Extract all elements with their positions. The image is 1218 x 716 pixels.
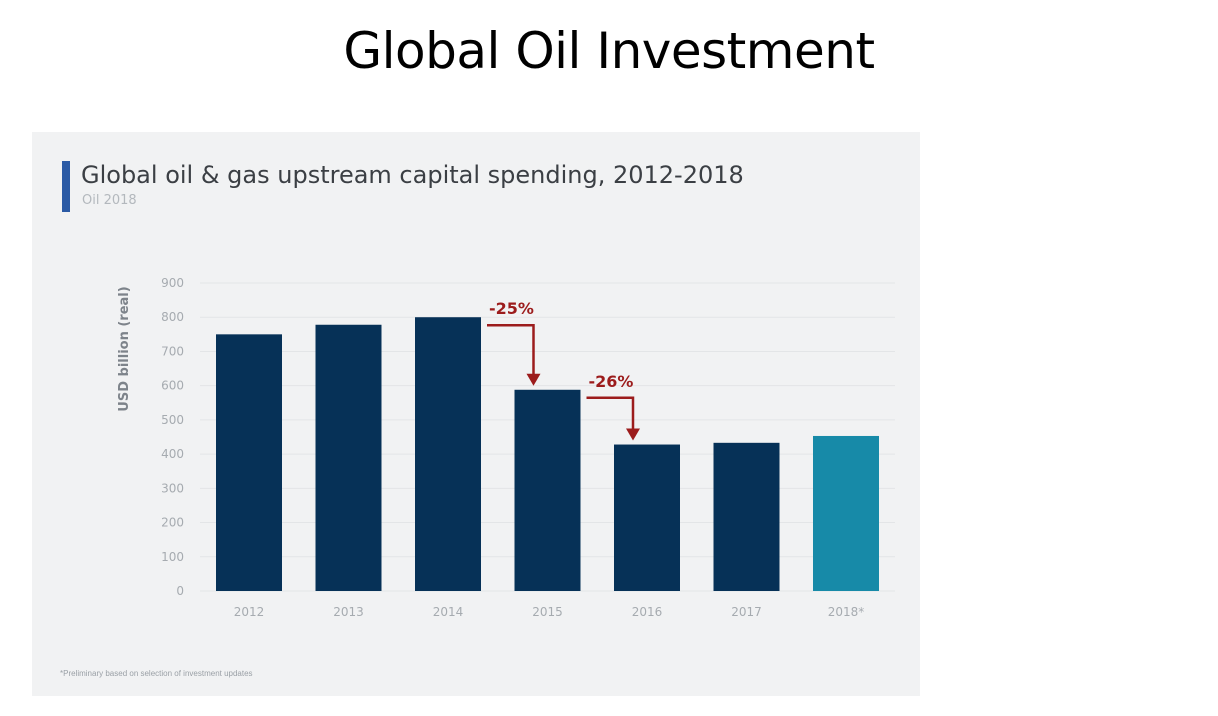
bar-2018* <box>813 435 879 591</box>
annotation-arrow-line <box>586 396 635 431</box>
bar-2015 <box>514 389 581 591</box>
bar-2016 <box>614 444 680 591</box>
slide-title: Global Oil Investment <box>343 22 875 80</box>
y-tick-label: 0 <box>176 584 184 598</box>
chart-subtitle: Oil 2018 <box>82 193 137 208</box>
bars <box>216 317 879 591</box>
annotations: -25% -26% <box>487 299 640 441</box>
y-tick-label: 100 <box>161 550 184 564</box>
bar-2012 <box>216 334 282 591</box>
y-axis-title: USD billion (real) <box>117 286 132 411</box>
y-tick-label: 900 <box>161 276 184 290</box>
annotation-arrowhead <box>526 373 541 386</box>
x-tick-label: 2015 <box>532 605 563 619</box>
annotation-arrow-line <box>487 323 535 376</box>
y-tick-label: 600 <box>161 379 184 393</box>
y-tick-label: 500 <box>161 413 184 427</box>
annotation-label: -26% <box>589 372 634 391</box>
bar-2013 <box>315 324 382 591</box>
y-tick-label: 800 <box>161 310 184 324</box>
footnote: *Preliminary based on selection of inves… <box>60 669 253 678</box>
y-tick-label: 700 <box>161 344 184 358</box>
annotation-label: -25% <box>489 299 534 318</box>
y-tick-label: 300 <box>161 481 184 495</box>
bar-2017 <box>713 442 780 591</box>
x-tick-label: 2014 <box>433 605 464 619</box>
annotation-arrowhead <box>626 428 640 441</box>
x-tick-label: 2016 <box>632 605 663 619</box>
x-tick-label: 2012 <box>234 605 265 619</box>
chart-title-accent-bar <box>62 161 70 212</box>
x-tick-label: 2017 <box>731 605 762 619</box>
x-axis-ticks: 2012 2013 2014 2015 2016 2017 2018* <box>234 605 865 619</box>
bar-2014 <box>415 317 481 591</box>
y-tick-label: 400 <box>161 447 184 461</box>
x-tick-label: 2018* <box>828 605 865 619</box>
x-tick-label: 2013 <box>333 605 364 619</box>
y-tick-label: 200 <box>161 516 184 530</box>
chart-title: Global oil & gas upstream capital spendi… <box>81 161 744 189</box>
y-axis-ticks: 0 100 200 300 400 500 600 700 800 900 <box>161 276 184 598</box>
